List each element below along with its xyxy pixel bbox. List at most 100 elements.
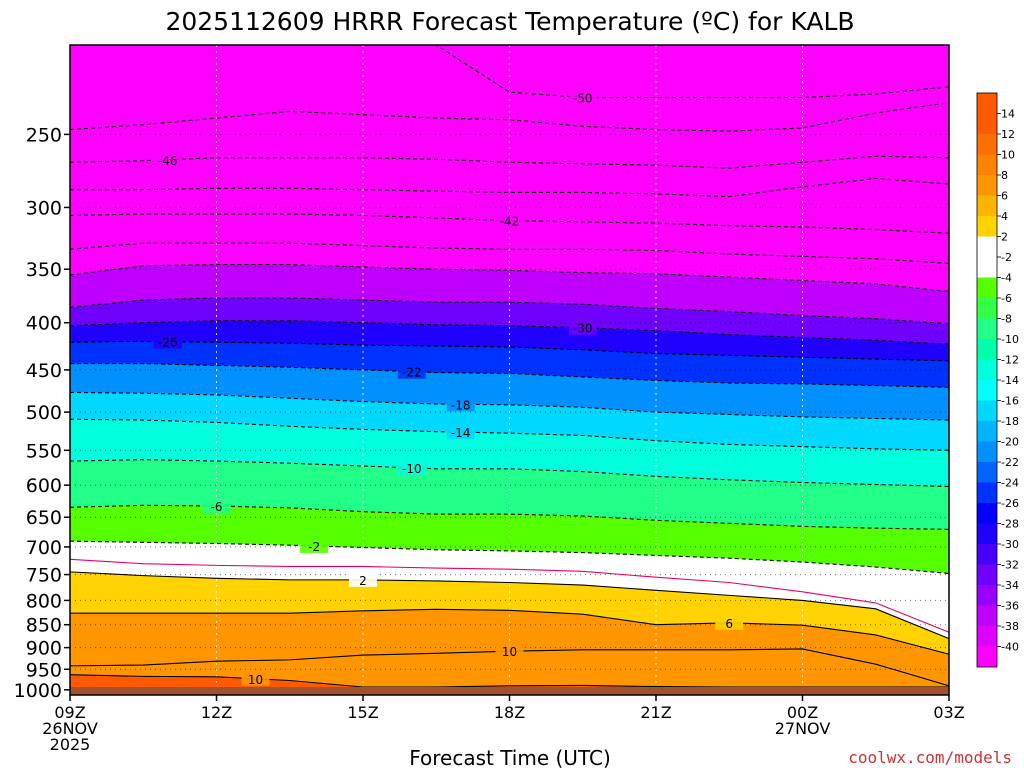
x-tick-label: 26NOV xyxy=(42,719,98,738)
x-tick-label: 03Z xyxy=(933,703,964,722)
colorbar-swatch xyxy=(977,626,997,647)
isotherm-label: -30 xyxy=(573,322,593,336)
colorbar-swatch xyxy=(977,93,997,114)
colorbar-swatch xyxy=(977,277,997,298)
y-tick-label: 750 xyxy=(26,565,62,587)
colorbar-swatch xyxy=(977,216,997,237)
x-axis-label: Forecast Time (UTC) xyxy=(409,746,611,768)
y-tick-label: 400 xyxy=(26,313,62,335)
isotherm-label-bg xyxy=(568,319,597,335)
isotherm-label-bg xyxy=(397,459,426,475)
colorbar-swatch xyxy=(977,523,997,544)
colorbar-label: -26 xyxy=(1001,497,1019,510)
y-tick-label: 650 xyxy=(26,507,62,529)
colorbar-swatch xyxy=(977,564,997,585)
colorbar-swatch xyxy=(977,236,997,257)
colorbar-label: -40 xyxy=(1001,641,1019,654)
chart-title: 2025112609 HRRR Forecast Temperature (ºC… xyxy=(165,7,854,36)
y-tick-label: 500 xyxy=(26,402,62,424)
colorbar-swatch xyxy=(977,421,997,442)
colorbar-swatch xyxy=(977,113,997,134)
colorbar-swatch xyxy=(977,318,997,339)
colorbar-label: -4 xyxy=(1001,272,1012,285)
ground-below-surface xyxy=(70,687,949,695)
isotherm-label-bg xyxy=(715,614,744,630)
y-tick-label: 450 xyxy=(26,360,62,382)
isotherm-label: -42 xyxy=(500,215,520,229)
colorbar-label: -32 xyxy=(1001,559,1019,572)
isotherm-label-bg xyxy=(153,333,182,349)
x-tick-label: 09Z xyxy=(54,703,85,722)
colorbar-label: -36 xyxy=(1001,600,1019,613)
colorbar-label: -24 xyxy=(1001,477,1019,490)
colorbar-label: -38 xyxy=(1001,620,1019,633)
y-axis-pressure-ticks: 2503003504004505005506006507007508008509… xyxy=(14,124,70,702)
isotherm-label: -50 xyxy=(573,91,593,105)
band-below--50 xyxy=(70,45,949,98)
colorbar-swatch xyxy=(977,605,997,626)
isotherm-label-bg xyxy=(397,363,426,379)
isotherm-label-bg xyxy=(446,396,475,412)
colorbar-label: -12 xyxy=(1001,354,1019,367)
colorbar-swatch xyxy=(977,503,997,524)
y-tick-label: 700 xyxy=(26,537,62,559)
colorbar-label: -16 xyxy=(1001,395,1019,408)
colorbar-swatch xyxy=(977,298,997,319)
isotherm-6-18 xyxy=(70,608,949,655)
y-tick-label: 900 xyxy=(26,638,62,660)
y-tick-label: 1000 xyxy=(14,680,62,702)
colorbar-swatch xyxy=(977,544,997,565)
x-tick-label: 15Z xyxy=(347,703,378,722)
x-tick-label: 18Z xyxy=(494,703,525,722)
colorbar-swatch xyxy=(977,359,997,380)
colorbar-label: -34 xyxy=(1001,579,1019,592)
isotherm-label-bg xyxy=(241,670,270,686)
y-tick-label: 600 xyxy=(26,475,62,497)
temperature-fill-bands xyxy=(70,45,949,695)
colorbar-swatch xyxy=(977,380,997,401)
colorbar-swatch xyxy=(977,257,997,278)
credit-text: coolwx.com/models xyxy=(848,748,1012,767)
colorbar-swatch xyxy=(977,462,997,483)
colorbar-label: 12 xyxy=(1001,128,1015,141)
plot-area xyxy=(70,45,949,695)
colorbar: 14 12 10 8 6 4 2 -2 -4 -6 -8 -10 -12 -14 -16 -18 -20 -22 -… xyxy=(976,92,1019,668)
colorbar-label: -2 xyxy=(1001,251,1012,264)
isotherm-label: -46 xyxy=(158,154,178,168)
isotherm-label-bg xyxy=(446,424,475,440)
colorbar-label: 6 xyxy=(1001,190,1008,203)
colorbar-swatch xyxy=(977,400,997,421)
isotherm-label-bg xyxy=(568,89,597,105)
y-tick-label: 550 xyxy=(26,440,62,462)
isotherm-label: 10 xyxy=(248,673,263,687)
isotherm-label: -6 xyxy=(211,500,223,514)
colorbar-swatch xyxy=(977,339,997,360)
isotherm-0-16 xyxy=(70,558,949,633)
isotherm-label: -26 xyxy=(158,336,178,350)
colorbar-swatch xyxy=(977,195,997,216)
y-tick-label: 300 xyxy=(26,197,62,219)
colorbar-label: -22 xyxy=(1001,456,1019,469)
colorbar-label: -18 xyxy=(1001,415,1019,428)
colorbar-swatch xyxy=(977,482,997,503)
y-tick-label: 950 xyxy=(26,659,62,681)
y-tick-label: 800 xyxy=(26,590,62,612)
colorbar-label: 10 xyxy=(1001,149,1015,162)
isotherm-label: -22 xyxy=(402,366,422,380)
isotherm-label-bg xyxy=(300,537,329,553)
isotherm-label-bg xyxy=(495,643,524,659)
colorbar-label: 14 xyxy=(1001,108,1015,121)
isotherm-2-17 xyxy=(70,571,949,640)
colorbar-swatch xyxy=(977,646,997,667)
isotherm-label-bg xyxy=(495,212,524,228)
isotherm-label: -18 xyxy=(451,398,471,412)
isotherm-label: 6 xyxy=(725,617,733,631)
x-tick-label: 27NOV xyxy=(775,719,831,738)
colorbar-label: -8 xyxy=(1001,313,1012,326)
colorbar-label: -10 xyxy=(1001,333,1019,346)
isotherm-label: -10 xyxy=(402,462,422,476)
colorbar-label: -14 xyxy=(1001,374,1019,387)
isotherm-label: -2 xyxy=(308,540,320,554)
